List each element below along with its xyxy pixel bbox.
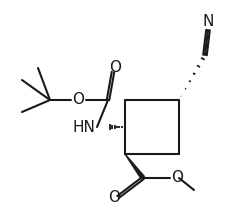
Text: O: O — [109, 61, 120, 76]
Polygon shape — [124, 154, 144, 179]
Text: O: O — [72, 93, 84, 107]
Text: N: N — [202, 15, 213, 29]
Text: O: O — [170, 170, 182, 185]
Text: O: O — [108, 191, 120, 206]
Text: HN: HN — [72, 120, 95, 135]
